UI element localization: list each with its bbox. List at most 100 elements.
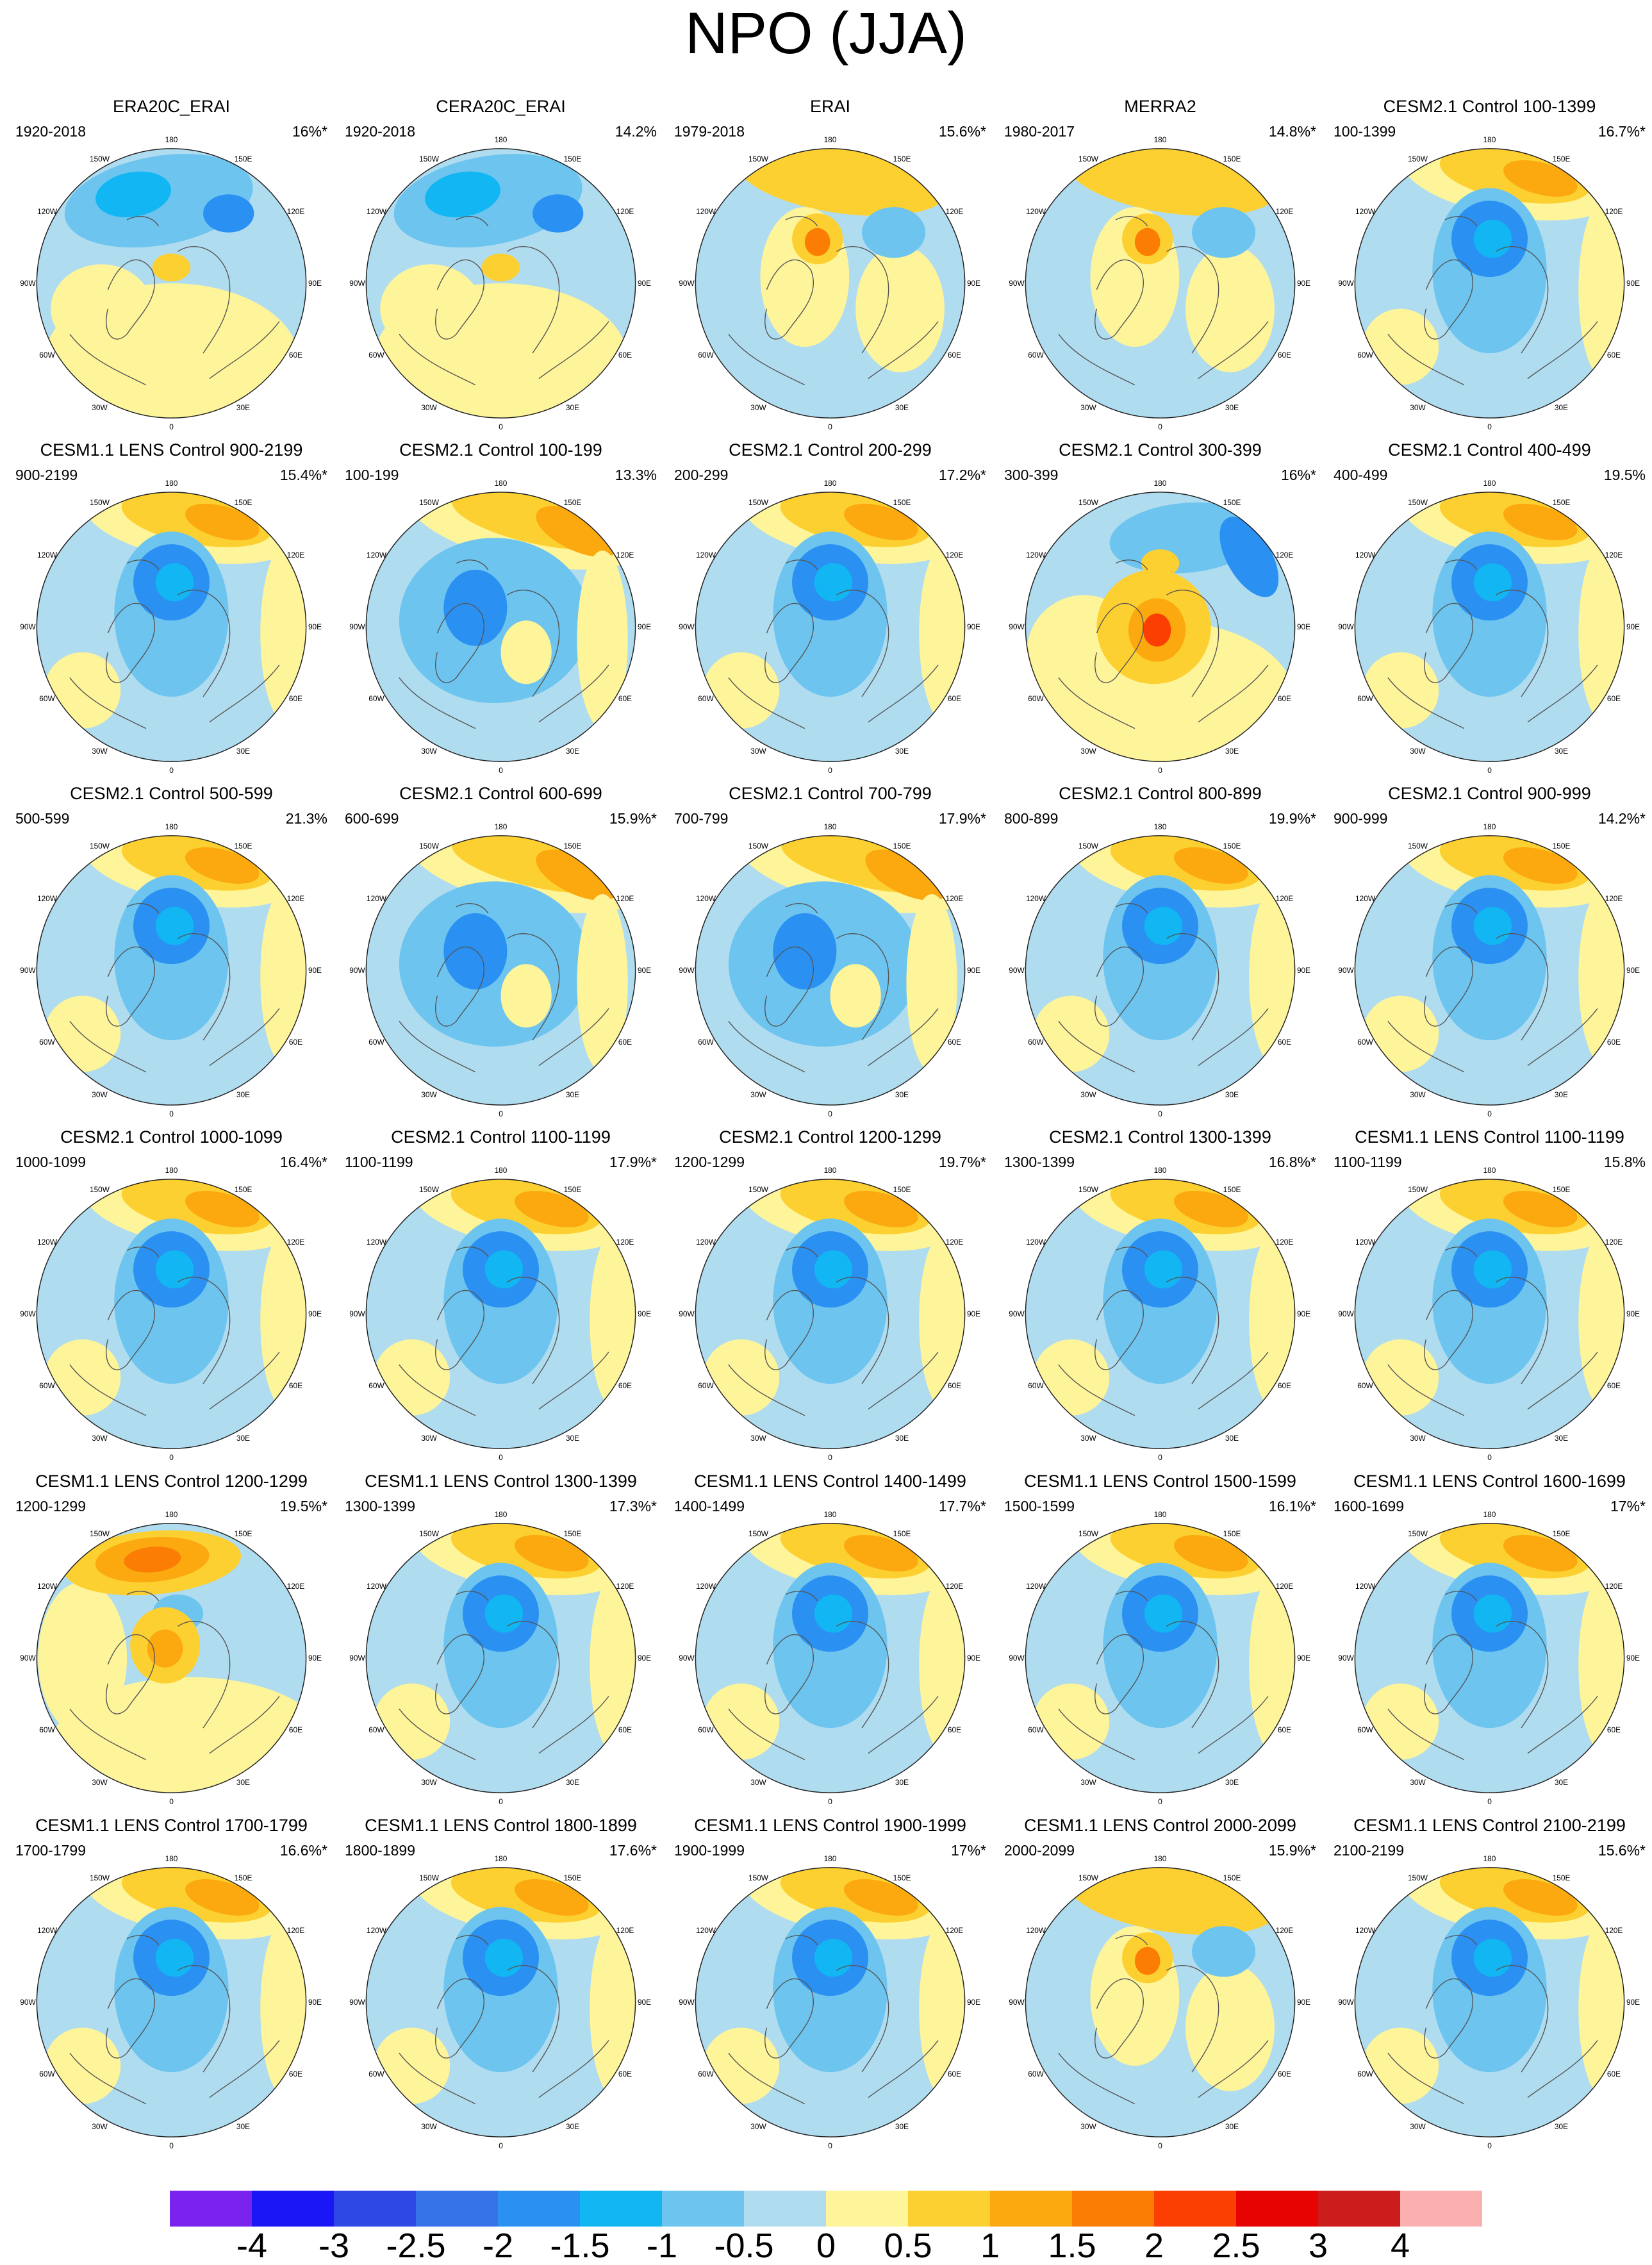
panel-title: CESM1.1 LENS Control 1700-1799 xyxy=(35,1816,308,1835)
longitude-label: 30E xyxy=(895,2122,909,2131)
polar-map: 180 150E 120E 90E 60E 30E 0 30W 60W 90W 120W 150W xyxy=(1009,135,1310,431)
anomaly-contour xyxy=(1473,563,1512,602)
longitude-label: 120W xyxy=(37,551,58,560)
longitude-label: 30W xyxy=(421,747,437,756)
map-boundary xyxy=(1354,1179,1625,1449)
longitude-label: 60W xyxy=(1357,1725,1373,1734)
longitude-label: 150W xyxy=(1078,842,1099,850)
anomaly-contour xyxy=(500,620,552,684)
panel-title: CERA20C_ERAI xyxy=(436,97,566,116)
longitude-label: 60W xyxy=(1028,1381,1044,1390)
polar-map: 180 150E 120E 90E 60E 30E 0 30W 60W 90W 120W 150W xyxy=(20,1510,322,1806)
map-boundary xyxy=(365,1523,636,1793)
colorbar-swatch xyxy=(580,2191,663,2227)
longitude-label: 120W xyxy=(696,551,716,560)
map-panel: CESM2.1 Control 1000-1099 1000-1099 16.4%*… xyxy=(6,1127,336,1462)
anomaly-contour xyxy=(44,1339,121,1416)
anomaly-contour xyxy=(843,1535,918,1572)
longitude-label: 30W xyxy=(750,1778,766,1787)
longitude-label: 120E xyxy=(616,1582,634,1591)
longitude-label: 30E xyxy=(566,1090,579,1099)
panel-years: 1100-1199 xyxy=(345,1154,413,1170)
longitude-label: 120E xyxy=(616,1238,634,1247)
panel-grid: ERA20C_ERAI 1920-2018 16%* 180 150E 120E 90E 60… xyxy=(6,96,1652,2150)
longitude-label: 90E xyxy=(1297,279,1310,288)
longitude-label: 60W xyxy=(1357,351,1373,360)
panel-years: 2000-2099 xyxy=(1004,1842,1075,1859)
map-boundary xyxy=(1025,492,1296,762)
anomaly-contour xyxy=(1473,1250,1512,1289)
coastline xyxy=(1387,1247,1598,1416)
longitude-label: 150W xyxy=(1408,154,1428,163)
longitude-label: 90E xyxy=(1297,1654,1310,1663)
map-panel: CESM1.1 LENS Control 1300-1399 1300-1399 1… xyxy=(336,1471,666,1806)
longitude-label: 120E xyxy=(946,1238,964,1247)
longitude-label: 90W xyxy=(20,1309,36,1318)
longitude-label: 60E xyxy=(1607,351,1621,360)
longitude-label: 150E xyxy=(1553,842,1571,850)
longitude-label: 150W xyxy=(419,842,440,850)
coastline xyxy=(399,1591,609,1761)
anomaly-contour xyxy=(590,1575,636,1754)
longitude-label: 30W xyxy=(1410,2122,1426,2131)
longitude-label: 60E xyxy=(948,1725,961,1734)
panel-years: 1500-1599 xyxy=(1004,1498,1075,1514)
coastline xyxy=(728,903,939,1073)
longitude-label: 180 xyxy=(824,1854,837,1863)
anomaly-contour xyxy=(260,888,306,1066)
anomaly-contour xyxy=(536,506,618,558)
longitude-label: 0 xyxy=(499,422,503,431)
longitude-label: 30E xyxy=(1225,1090,1239,1099)
longitude-label: 90W xyxy=(20,966,36,975)
map-panel: CESM2.1 Control 400-499 400-499 19.5% 180 15… xyxy=(1325,440,1652,775)
panel-variance-percent: 19.5%* xyxy=(279,1498,327,1514)
anomaly-contour xyxy=(533,194,584,233)
longitude-label: 120E xyxy=(946,1926,964,1935)
longitude-label: 150E xyxy=(1223,498,1241,507)
polar-map: 180 150E 120E 90E 60E 30E 0 30W 60W 90W 120W 150W xyxy=(679,822,980,1118)
longitude-label: 150W xyxy=(748,842,769,850)
longitude-label: 150W xyxy=(90,154,110,163)
map-boundary xyxy=(695,1179,966,1449)
colorbar-swatch xyxy=(1154,2191,1237,2227)
anomaly-contour xyxy=(203,194,254,233)
longitude-label: 120E xyxy=(616,207,634,216)
anomaly-contour xyxy=(1249,888,1295,1066)
longitude-label: 90W xyxy=(679,622,695,631)
panel-variance-percent: 16.7%* xyxy=(1598,123,1646,140)
longitude-label: 90W xyxy=(1009,279,1025,288)
longitude-label: 60E xyxy=(1607,1725,1621,1734)
colorbar-tick: 3 xyxy=(1308,2227,1328,2265)
panel-title: CESM2.1 Control 400-499 xyxy=(1388,440,1591,460)
map-panel: MERRA2 1980-2017 14.8%* 180 150E 120E 90E 60E 30… xyxy=(995,96,1325,431)
longitude-label: 120E xyxy=(616,894,634,903)
panel-years: 1300-1399 xyxy=(1004,1154,1075,1170)
longitude-label: 30E xyxy=(1225,1434,1239,1443)
anomaly-contour xyxy=(536,849,618,901)
longitude-label: 30E xyxy=(1225,2122,1239,2131)
longitude-label: 60W xyxy=(368,1381,384,1390)
colorbar-tick: 1.5 xyxy=(1048,2227,1096,2265)
panel-years: 1100-1199 xyxy=(1334,1154,1402,1170)
longitude-label: 150E xyxy=(564,842,582,850)
longitude-label: 120E xyxy=(1276,1926,1294,1935)
anomaly-contour xyxy=(1173,847,1248,884)
longitude-label: 180 xyxy=(824,822,837,831)
map-panel: CESM1.1 LENS Control 1600-1699 1600-1699 1… xyxy=(1325,1471,1652,1806)
anomaly-contour xyxy=(1503,1535,1578,1572)
map-panel: CESM1.1 LENS Control 2100-2199 2100-2199 1… xyxy=(1325,1815,1652,2150)
anomaly-contour xyxy=(260,1231,306,1409)
anomaly-contour xyxy=(185,1879,260,1916)
panel-variance-percent: 17.9%* xyxy=(609,1154,657,1170)
longitude-label: 150W xyxy=(1408,498,1428,507)
anomaly-contour xyxy=(1473,1594,1512,1633)
anomaly-contour xyxy=(773,148,913,203)
longitude-label: 150E xyxy=(1223,1185,1241,1194)
longitude-label: 60E xyxy=(1607,1038,1621,1047)
colorbar-swatch xyxy=(826,2191,909,2227)
map-boundary xyxy=(36,835,307,1106)
map-boundary xyxy=(1025,1179,1296,1449)
longitude-label: 90E xyxy=(967,966,980,975)
map-boundary xyxy=(695,835,966,1106)
anomaly-contour xyxy=(374,1339,450,1416)
